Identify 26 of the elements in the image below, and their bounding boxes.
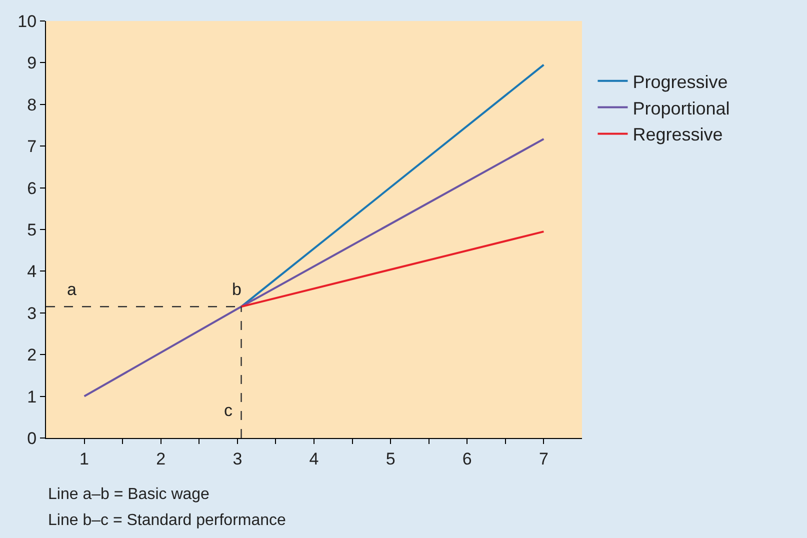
x-tick-label: 5 [386, 449, 396, 468]
legend-label: Regressive [632, 124, 723, 145]
x-tick-label: 3 [232, 449, 242, 468]
y-tick-label: 9 [27, 54, 37, 73]
y-tick-label: 4 [27, 262, 37, 282]
legend-label: Proportional [632, 98, 730, 118]
x-tick-label: 6 [462, 449, 472, 468]
y-tick-label: 6 [27, 178, 37, 198]
text: Line b–c = Standard performance [48, 512, 286, 529]
y-tick-label: 7 [27, 137, 37, 156]
annotation: b [232, 280, 242, 299]
text: Line a–b = Basic wage [48, 486, 210, 503]
y-tick-label: 3 [27, 304, 37, 323]
y-tick-label: 8 [27, 95, 37, 114]
x-tick-label: 7 [538, 449, 548, 468]
y-tick-label: 0 [27, 428, 37, 448]
x-tick-label: 2 [156, 449, 166, 468]
y-tick-label: 1 [27, 387, 37, 406]
annotation: c [224, 401, 233, 420]
y-tick-label: 2 [27, 346, 37, 365]
y-tick-label: 5 [27, 220, 37, 240]
legend-label: Progressive [632, 72, 728, 92]
y-tick-label: 10 [18, 12, 37, 31]
annotation: a [67, 280, 77, 299]
x-tick-label: 4 [309, 449, 319, 468]
x-tick-label: 1 [80, 449, 90, 468]
